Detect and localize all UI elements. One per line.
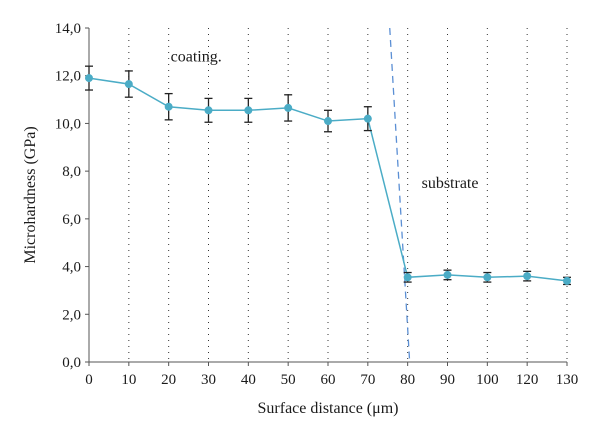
x-tick-label: 0 [85, 372, 93, 388]
x-tick-label: 50 [281, 372, 296, 388]
x-tick-label: 100 [476, 372, 499, 388]
data-point [284, 103, 293, 112]
data-point [244, 106, 253, 115]
axes [88, 28, 567, 363]
grid-lines [128, 28, 568, 362]
y-tick-label: 12,0 [55, 69, 81, 85]
data-point [523, 272, 532, 281]
x-tick-label: 80 [400, 372, 415, 388]
x-tick-label: 60 [321, 372, 336, 388]
y-tick-label: 0,0 [62, 355, 81, 371]
annotations: coating. substrate [171, 48, 479, 191]
data-point [124, 80, 133, 89]
x-tick-label: 30 [201, 372, 216, 388]
x-tick-label: 10 [121, 372, 136, 388]
data-point [363, 114, 372, 123]
data-point [324, 117, 332, 126]
x-axis-title: Surface distance (μm) [258, 400, 399, 417]
data-point [443, 270, 452, 279]
y-tick-label: 4,0 [62, 260, 81, 276]
y-axis-title: Microhardness (GPa) [22, 126, 39, 263]
data-point [563, 276, 571, 285]
y-tick-label: 8,0 [62, 164, 81, 180]
y-tick-label: 2,0 [62, 307, 81, 323]
x-tick-labels: 0 10 20 30 40 50 60 70 80 90 100 120 130 [85, 362, 578, 388]
x-tick-label: 20 [161, 372, 176, 388]
data-point [204, 106, 213, 115]
data-point [85, 74, 93, 83]
y-tick-labels: 0,0 2,0 4,0 6,0 8,0 10,0 12,0 14,0 [55, 21, 89, 371]
x-tick-label: 70 [360, 372, 375, 388]
x-tick-label: 120 [516, 372, 539, 388]
y-tick-label: 10,0 [55, 116, 81, 132]
coating-substrate-boundary [389, 27, 411, 363]
y-tick-label: 6,0 [62, 212, 81, 228]
annotation-label: coating. [171, 48, 222, 65]
data-point [164, 102, 173, 111]
annotation-label: substrate [422, 175, 479, 192]
data-point [403, 273, 412, 282]
data-point [483, 273, 492, 282]
series-group [85, 65, 571, 286]
x-tick-label: 40 [241, 372, 256, 388]
x-tick-label: 90 [440, 372, 455, 388]
boundary-line-group [389, 27, 411, 363]
y-tick-label: 14,0 [55, 21, 81, 37]
x-tick-label: 130 [556, 372, 579, 388]
